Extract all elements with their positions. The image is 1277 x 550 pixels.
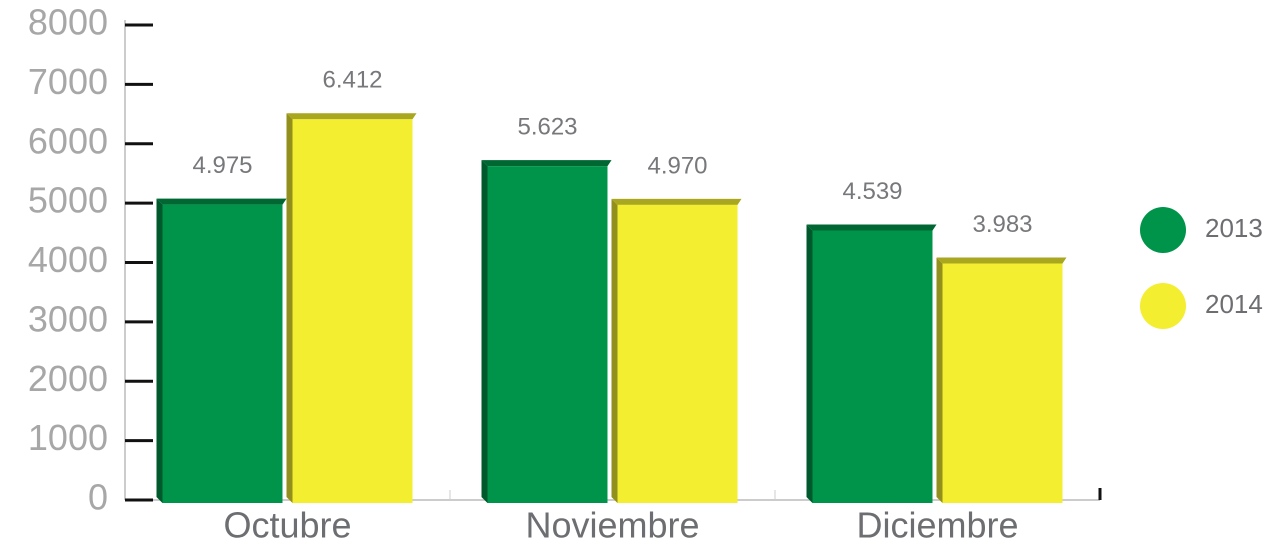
bar-top <box>806 224 937 231</box>
value-label: 4.539 <box>842 178 902 205</box>
bar-side <box>286 113 293 503</box>
bar-side <box>936 257 943 503</box>
bar-top <box>611 198 742 205</box>
bar <box>487 166 608 503</box>
legend-label: 2014 <box>1205 289 1263 319</box>
x-tick-label: Diciembre <box>856 505 1018 546</box>
bar-side <box>806 224 813 503</box>
bar-top-shade <box>156 198 287 205</box>
bar <box>292 119 413 503</box>
bar-side <box>611 198 618 503</box>
bar <box>812 230 933 503</box>
bar <box>617 204 738 503</box>
bar-top-shade <box>806 224 937 231</box>
y-tick-label: 7000 <box>28 61 108 102</box>
y-tick-label: 4000 <box>28 239 108 280</box>
bar-side <box>481 160 488 503</box>
bar <box>162 204 283 503</box>
bar-top-shade <box>481 160 612 167</box>
y-tick-label: 3000 <box>28 298 108 339</box>
bar-side-shade <box>286 113 293 503</box>
x-tick-label: Noviembre <box>525 505 699 546</box>
bar-side-shade <box>936 257 943 503</box>
bar-top-shade <box>611 198 742 205</box>
bar-side <box>156 198 163 503</box>
bar-side-shade <box>481 160 488 503</box>
legend-swatch <box>1140 207 1186 253</box>
bar <box>942 263 1063 503</box>
bar-top <box>481 160 612 167</box>
value-label: 3.983 <box>972 211 1032 238</box>
y-tick-label: 5000 <box>28 180 108 221</box>
bar-top <box>286 113 417 120</box>
y-tick-label: 8000 <box>28 2 108 43</box>
y-tick-label: 1000 <box>28 417 108 458</box>
y-tick-label: 6000 <box>28 120 108 161</box>
bar-side-shade <box>806 224 813 503</box>
value-label: 5.623 <box>517 113 577 140</box>
bar-top <box>936 257 1067 264</box>
bar-top-shade <box>936 257 1067 264</box>
bar-top-shade <box>286 113 417 120</box>
x-tick-label: Octubre <box>223 505 351 546</box>
y-tick-label: 2000 <box>28 358 108 399</box>
legend-swatch <box>1140 283 1186 329</box>
value-label: 4.970 <box>647 152 707 179</box>
bar-side-shade <box>611 198 618 503</box>
legend-label: 2013 <box>1205 213 1263 243</box>
bar-top <box>156 198 287 205</box>
y-tick-label: 0 <box>88 477 108 518</box>
value-label: 4.975 <box>192 152 252 179</box>
bar-side-shade <box>156 198 163 503</box>
value-label: 6.412 <box>322 67 382 94</box>
